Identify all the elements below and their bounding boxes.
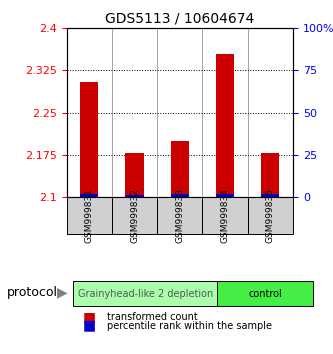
- Title: GDS5113 / 10604674: GDS5113 / 10604674: [105, 12, 254, 26]
- Bar: [261, 194, 279, 197]
- Text: ■: ■: [83, 319, 96, 333]
- Bar: [216, 53, 234, 197]
- Bar: [80, 82, 98, 197]
- Text: protocol: protocol: [7, 286, 58, 298]
- Bar: [171, 141, 189, 197]
- Text: GSM999834: GSM999834: [220, 188, 230, 243]
- FancyBboxPatch shape: [202, 197, 248, 234]
- FancyBboxPatch shape: [112, 197, 157, 234]
- Text: GSM999831: GSM999831: [85, 188, 94, 243]
- Text: Grainyhead-like 2 depletion: Grainyhead-like 2 depletion: [78, 289, 213, 299]
- Text: ▶: ▶: [57, 285, 67, 299]
- Text: GSM999835: GSM999835: [266, 188, 275, 243]
- Bar: [261, 153, 279, 197]
- FancyBboxPatch shape: [157, 197, 202, 234]
- Text: GSM999832: GSM999832: [130, 188, 139, 243]
- Bar: [126, 195, 144, 197]
- Text: ■: ■: [83, 310, 96, 324]
- Bar: [216, 194, 234, 197]
- Text: percentile rank within the sample: percentile rank within the sample: [107, 321, 271, 331]
- Text: GSM999833: GSM999833: [175, 188, 184, 243]
- Text: transformed count: transformed count: [107, 312, 197, 322]
- Bar: [80, 194, 98, 197]
- Bar: [126, 153, 144, 197]
- Bar: [171, 194, 189, 197]
- FancyBboxPatch shape: [67, 197, 112, 234]
- FancyBboxPatch shape: [248, 197, 293, 234]
- Text: control: control: [248, 289, 282, 299]
